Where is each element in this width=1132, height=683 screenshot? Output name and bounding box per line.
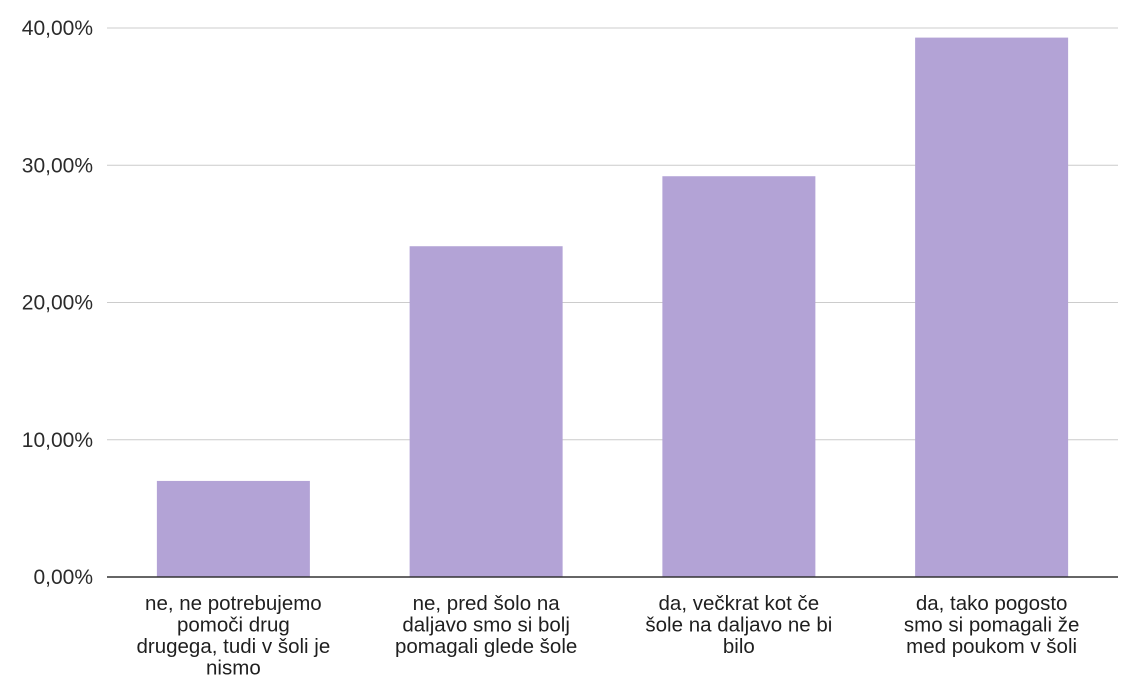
y-tick-label: 30,00% bbox=[22, 154, 93, 177]
x-tick-label-line: drugega, tudi v šoli je bbox=[137, 635, 331, 658]
y-tick-label: 0,00% bbox=[33, 566, 93, 589]
x-tick-label-line: daljavo smo si bolj bbox=[402, 614, 570, 637]
y-axis-ticks: 0,00% 10,00% 20,00% 30,00% 40,00% bbox=[22, 17, 93, 589]
x-tick-label: da, tako pogosto smo si pomagali že med po… bbox=[904, 592, 1079, 658]
x-tick-label-line: pomagali glede šole bbox=[395, 635, 577, 658]
bars bbox=[156, 37, 1069, 578]
y-tick-label: 40,00% bbox=[22, 17, 93, 40]
x-tick-label-line: nismo bbox=[206, 657, 261, 680]
x-tick-label: ne, pred šolo na daljavo smo si bolj pomag… bbox=[395, 592, 577, 658]
x-tick-label: da, večkrat kot če šole na daljavo ne bi b… bbox=[645, 592, 832, 658]
x-tick-label-line: ne, ne potrebujemo bbox=[145, 592, 322, 615]
bar bbox=[409, 246, 563, 578]
x-tick-label-line: da, tako pogosto bbox=[916, 592, 1068, 615]
x-tick-label-line: med poukom v šoli bbox=[906, 635, 1077, 658]
x-tick-label-line: šole na daljavo ne bi bbox=[645, 614, 832, 637]
x-tick-label-line: da, večkrat kot če bbox=[659, 592, 820, 615]
y-tick-label: 10,00% bbox=[22, 429, 93, 452]
bar bbox=[915, 37, 1069, 578]
x-tick-label-line: smo si pomagali že bbox=[904, 614, 1079, 637]
y-tick-label: 20,00% bbox=[22, 292, 93, 315]
x-axis-labels: ne, ne potrebujemo pomoči drug drugega, tu… bbox=[137, 592, 1080, 680]
bar bbox=[156, 480, 310, 577]
x-tick-label-line: bilo bbox=[723, 635, 755, 658]
x-tick-label: ne, ne potrebujemo pomoči drug drugega, tu… bbox=[137, 592, 331, 680]
x-tick-label-line: ne, pred šolo na bbox=[413, 592, 561, 615]
bar bbox=[662, 176, 816, 578]
x-tick-label-line: pomoči drug bbox=[177, 614, 290, 637]
